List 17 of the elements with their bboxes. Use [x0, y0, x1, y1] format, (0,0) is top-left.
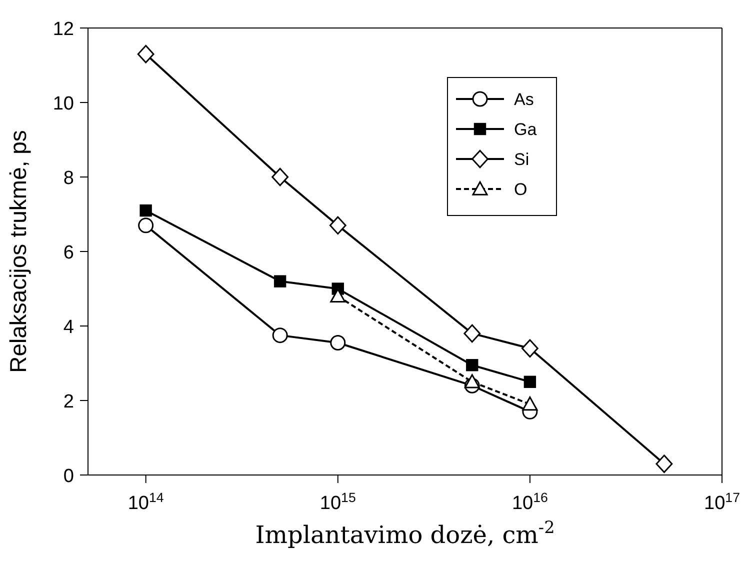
- x-tick-label: 10$^{14}$: [128, 490, 164, 514]
- y-tick-label: 8: [63, 168, 74, 189]
- y-tick-label: 6: [63, 242, 74, 264]
- y-tick-label: 0: [63, 466, 74, 487]
- legend-label: O: [514, 180, 528, 199]
- legend-label: Ga: [514, 120, 538, 139]
- x-axis-title: Implantavimo dozė, cm$^{-2}$: [255, 517, 555, 549]
- y-tick-label: 4: [63, 317, 74, 338]
- y-axis-title: Relaksacijos trukmė, ps: [5, 130, 31, 373]
- y-tick-label: 10: [52, 94, 74, 114]
- legend-label: Si: [514, 150, 530, 169]
- y-tick-label: 12: [52, 19, 74, 40]
- x-tick-label: 10$^{16}$: [512, 490, 548, 514]
- x-tick-label: 10$^{15}$: [320, 490, 356, 514]
- x-tick-label: 10$^{17}$: [704, 490, 740, 514]
- legend-label: As: [514, 90, 534, 109]
- y-tick-label: 2: [63, 392, 74, 412]
